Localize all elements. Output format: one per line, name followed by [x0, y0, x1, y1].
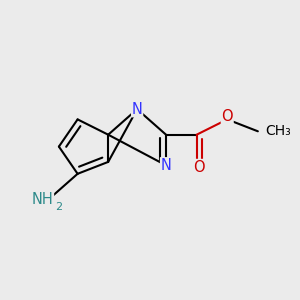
Text: CH₃: CH₃ [265, 124, 291, 138]
Text: O: O [194, 160, 205, 175]
Text: NH: NH [32, 192, 53, 207]
Text: N: N [132, 102, 142, 117]
Text: O: O [221, 109, 233, 124]
Text: 2: 2 [55, 202, 62, 212]
Text: N: N [160, 158, 172, 173]
